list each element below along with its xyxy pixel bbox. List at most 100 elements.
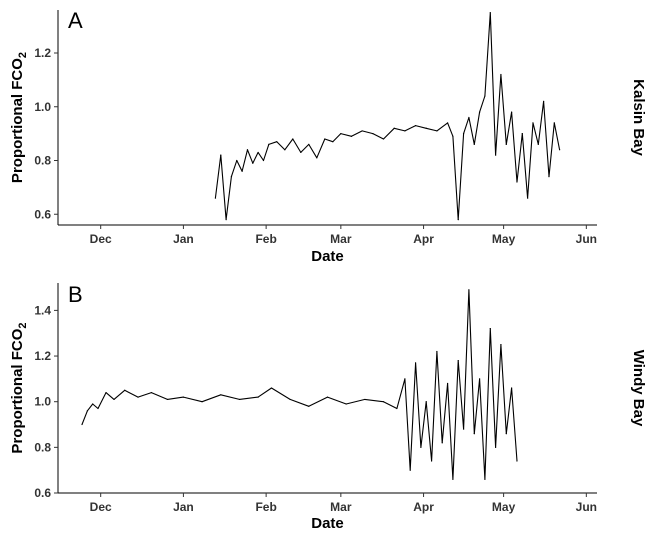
data-point <box>553 122 555 124</box>
data-point <box>372 133 374 135</box>
x-axis-title: Date <box>311 515 344 532</box>
x-tick-label: Dec <box>90 232 112 246</box>
x-tick-label: Jan <box>173 232 194 246</box>
x-tick-label: Feb <box>255 232 276 246</box>
data-point <box>457 219 459 221</box>
data-point <box>436 350 438 353</box>
strip-label: Kalsin Bay <box>630 79 647 156</box>
data-point <box>543 100 545 102</box>
panel-b: 0.6 0.8 1.0 1.2 1.4 Dec Jan Feb Mar Apr May Jun Date… <box>9 282 647 532</box>
y-tick-label: 1.0 <box>34 100 51 114</box>
data-point <box>484 95 486 97</box>
y-tick-label: 0.6 <box>34 486 51 500</box>
data-point <box>430 460 433 462</box>
x-tick-label: Feb <box>255 500 276 514</box>
x-tick-label: May <box>492 500 516 514</box>
data-point <box>414 362 417 364</box>
data-point <box>452 478 454 480</box>
data-point <box>436 130 438 132</box>
data-point <box>308 143 310 145</box>
data-point <box>238 398 241 401</box>
data-point <box>462 133 465 135</box>
data-point <box>500 73 502 76</box>
data-point <box>300 151 302 154</box>
data-point <box>505 143 507 145</box>
data-point <box>382 138 385 140</box>
y-tick-label: 0.8 <box>34 154 51 168</box>
data-point <box>257 396 259 398</box>
data-point <box>92 403 94 405</box>
y-tick-label: 1.2 <box>34 46 51 60</box>
data-point <box>182 396 185 398</box>
data-point <box>489 328 491 330</box>
data-point <box>446 382 449 385</box>
data-point <box>105 391 107 394</box>
data-point <box>484 478 486 480</box>
data-point <box>252 162 254 164</box>
data-point <box>425 127 427 129</box>
data-point <box>478 378 481 380</box>
data-point <box>113 398 115 401</box>
data-point <box>452 135 454 137</box>
y-axis-title-subscript: 2 <box>17 52 29 58</box>
data-point <box>214 197 217 199</box>
data-point <box>527 197 529 199</box>
x-tick-label: Mar <box>330 232 352 246</box>
data-point <box>500 344 502 346</box>
y-tick-label: 1.2 <box>34 349 51 363</box>
data-point <box>230 176 233 178</box>
data-point <box>516 460 518 462</box>
data-point <box>150 391 152 394</box>
series-line <box>81 289 518 480</box>
panel-letter: A <box>68 8 83 33</box>
data-point <box>393 127 395 129</box>
x-tick-label: Mar <box>330 500 352 514</box>
data-point <box>124 389 126 391</box>
y-axis-title-main: Proportional FCO <box>9 58 26 183</box>
data-point <box>270 387 273 389</box>
data-point <box>489 12 491 14</box>
data-point <box>326 396 329 398</box>
data-point <box>478 111 481 113</box>
data-point <box>559 149 561 151</box>
data-point <box>350 135 353 137</box>
y-axis-title-subscript: 2 <box>17 322 29 328</box>
data-point <box>241 170 243 172</box>
data-point <box>511 111 513 113</box>
data-point <box>404 378 406 380</box>
data-point <box>468 289 470 291</box>
data-point <box>361 130 363 132</box>
data-point <box>316 157 318 159</box>
data-point <box>324 138 326 140</box>
panel-letter: B <box>68 282 83 307</box>
data-point <box>511 387 513 389</box>
data-point <box>364 398 366 401</box>
data-point <box>457 360 459 362</box>
data-point <box>505 433 507 435</box>
data-point <box>262 159 265 162</box>
data-point <box>97 407 99 410</box>
data-point <box>441 442 443 444</box>
data-point <box>473 433 475 435</box>
y-tick-label: 1.4 <box>34 303 51 317</box>
data-point <box>220 394 222 396</box>
data-point <box>468 116 470 119</box>
data-point <box>284 149 286 151</box>
data-point <box>137 396 139 398</box>
series-line <box>214 12 561 221</box>
data-point <box>246 149 249 151</box>
data-point <box>446 122 449 124</box>
data-point <box>292 138 294 140</box>
data-point <box>340 133 342 135</box>
x-tick-label: Apr <box>413 500 434 514</box>
data-point <box>257 151 259 154</box>
data-point <box>332 141 334 143</box>
y-tick-label: 1.0 <box>34 395 51 409</box>
x-tick-label: Apr <box>413 232 434 246</box>
y-axis-title: Proportional FCO2 <box>9 52 29 183</box>
data-point <box>268 143 270 145</box>
data-point <box>516 181 518 183</box>
data-point <box>495 154 497 156</box>
data-point <box>414 124 417 127</box>
